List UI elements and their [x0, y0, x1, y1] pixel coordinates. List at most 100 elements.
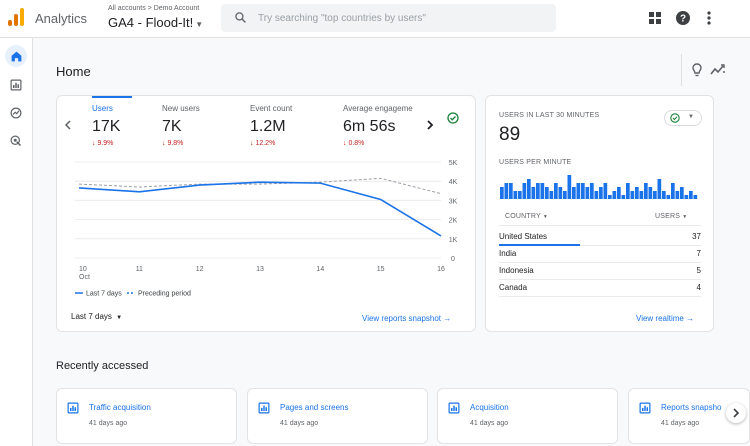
chevron-right-icon[interactable] [426, 120, 434, 130]
per-minute-bar [594, 191, 599, 199]
breadcrumb[interactable]: All accounts > Demo Account [108, 5, 200, 12]
property-selector[interactable]: GA4 - Flood-It! ▼ [108, 15, 203, 30]
apps-grid-icon[interactable] [647, 10, 663, 26]
recent-item-title: Acquisition [470, 403, 509, 412]
per-minute-bar [576, 183, 581, 199]
view-reports-snapshot-link[interactable]: View reports snapshot → [362, 314, 451, 323]
chevron-right-icon [733, 408, 740, 418]
x-tick-label: 12 [196, 266, 204, 273]
metric-event-count[interactable]: Event count 1.2M ↓ 12.2% [250, 104, 292, 147]
nav-advertising[interactable] [5, 130, 27, 152]
per-minute-bar [527, 179, 531, 199]
per-minute-bar [689, 191, 693, 199]
search-box[interactable] [221, 4, 556, 32]
per-minute-bar [585, 187, 590, 199]
metric-label: New users [162, 104, 200, 113]
search-input[interactable] [258, 9, 548, 27]
per-minute-bar [608, 195, 612, 199]
report-chart-icon [258, 402, 270, 414]
legend-label: Last 7 days [86, 291, 122, 298]
realtime-status-menu[interactable]: ▼ [664, 110, 702, 126]
country-name: Canada [499, 283, 528, 292]
recent-item-card[interactable]: Acquisition 41 days ago [437, 388, 618, 444]
per-minute-bar [504, 183, 509, 199]
lightbulb-icon[interactable] [689, 62, 705, 78]
per-minute-bar [653, 191, 657, 199]
recent-item-card[interactable]: Pages and screens 41 days ago [247, 388, 428, 444]
y-tick-label: 5K [449, 160, 458, 167]
per-minute-bar [621, 195, 626, 199]
country-users: 4 [696, 283, 701, 292]
link-label: View reports snapshot [362, 314, 442, 323]
metric-avg-engagement[interactable]: Average engageme 6m 56s ↓ 0.8% [343, 104, 413, 147]
per-minute-bar [558, 187, 563, 199]
series-line-preceding-period [78, 177, 442, 195]
search-icon [235, 12, 246, 23]
per-minute-bar [572, 187, 576, 199]
metric-users[interactable]: Users 17K ↓ 9.9% [92, 104, 120, 147]
per-minute-bar [603, 183, 608, 199]
help-icon[interactable]: ? [675, 10, 691, 26]
more-vert-icon[interactable] [701, 10, 717, 26]
chevron-left-icon[interactable] [64, 120, 72, 130]
per-minute-bar [536, 183, 540, 199]
per-minute-bar [662, 191, 666, 199]
users-line-chart: 5K 4K 3K 2K 1K 0 10 11 12 13 14 15 16 Oct Last 7 days P… [75, 160, 458, 298]
page-title: Home [56, 64, 91, 79]
recent-item-card[interactable]: Traffic acquisition 41 days ago [56, 388, 237, 444]
trend-icon[interactable] [710, 62, 726, 78]
x-tick-label: 14 [316, 266, 324, 273]
country-column-header[interactable]: COUNTRY ▼ [505, 213, 548, 220]
caret-down-icon: ▼ [195, 20, 204, 29]
per-minute-bar [549, 191, 554, 199]
recent-item-title: Reports snapsho [661, 403, 722, 412]
metric-label: Average engageme [343, 104, 413, 113]
y-tick-label: 4K [449, 179, 458, 186]
arrow-right-icon: → [686, 314, 695, 323]
view-realtime-link[interactable]: View realtime → [636, 314, 694, 323]
per-minute-bar [545, 187, 549, 199]
per-minute-bar [522, 183, 527, 199]
x-tick-label: 15 [377, 266, 385, 273]
per-minute-bar [630, 191, 635, 199]
caret-down-icon: ▼ [682, 214, 688, 220]
scroll-right-button[interactable] [726, 403, 746, 423]
report-chart-icon [448, 402, 460, 414]
app-name: Analytics [35, 11, 88, 26]
x-tick-label: 16 [437, 266, 445, 273]
nav-explore[interactable] [5, 102, 27, 124]
nav-home[interactable] [5, 45, 27, 67]
per-minute-bar [599, 187, 603, 199]
caret-down-icon: ▼ [116, 315, 123, 321]
explore-icon [10, 107, 22, 119]
per-minute-bar [612, 191, 617, 199]
per-minute-bar [648, 187, 653, 199]
country-row: Canada 4 [499, 280, 701, 297]
report-chart-icon [639, 402, 651, 414]
metric-new-users[interactable]: New users 7K ↓ 9.8% [162, 104, 200, 147]
x-tick-label: 11 [136, 266, 143, 273]
realtime-user-count: 89 [499, 124, 521, 145]
home-icon [11, 51, 21, 61]
metric-change: ↓ 0.8% [343, 140, 365, 147]
x-tick-label: 10 [79, 266, 87, 273]
per-minute-bar [567, 175, 572, 199]
top-bar: Analytics All accounts > Demo Account GA… [0, 0, 750, 38]
report-chart-icon [67, 402, 79, 414]
users-column-header[interactable]: USERS ▼ [655, 213, 687, 220]
country-users: 7 [696, 249, 701, 258]
left-nav [0, 38, 33, 446]
recent-item-time: 41 days ago [661, 420, 700, 427]
metric-label: Event count [250, 104, 293, 113]
caret-down-icon: ▼ [688, 114, 694, 120]
date-range-selector[interactable]: Last 7 days ▼ [71, 312, 122, 321]
y-tick-label: 1K [449, 237, 458, 244]
recent-item-title: Traffic acquisition [89, 403, 151, 412]
per-minute-bar [581, 183, 585, 199]
per-minute-bar [509, 183, 513, 199]
link-label: View realtime [636, 314, 684, 323]
per-minute-bar [617, 187, 621, 199]
nav-reports[interactable] [5, 74, 27, 96]
y-tick-label: 0 [451, 256, 455, 263]
check-circle-icon [670, 113, 680, 123]
